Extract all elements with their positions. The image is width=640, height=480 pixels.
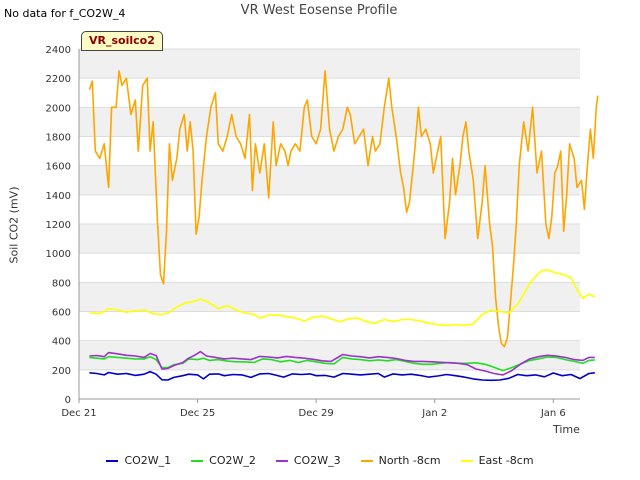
legend-swatch	[360, 459, 373, 462]
series-line-north-8cm	[88, 70, 599, 348]
x-tick-label: Dec 29	[299, 408, 334, 419]
x-tick-label: Jan 2	[421, 408, 447, 419]
y-tick-label: 1800	[46, 133, 71, 144]
legend-item[interactable]: East -8cm	[460, 454, 534, 467]
station-badge: VR_soilco2	[81, 31, 163, 51]
legend-item[interactable]: CO2W_3	[275, 454, 341, 467]
plot-area	[88, 70, 599, 382]
legend-label: North -8cm	[378, 454, 441, 467]
legend-label: CO2W_2	[209, 454, 256, 467]
chart-title: VR West Eosense Profile	[240, 3, 398, 18]
y-tick-label: 200	[52, 366, 71, 377]
axes	[78, 49, 580, 400]
series-line-co2w-2	[89, 355, 595, 372]
legend-item[interactable]: CO2W_2	[191, 454, 256, 467]
series-line-east-8cm	[89, 269, 596, 327]
legend-label: CO2W_1	[124, 454, 172, 467]
grid-band	[79, 165, 580, 195]
legend-swatch	[191, 459, 204, 462]
y-tick-label: 2400	[46, 45, 71, 56]
y-tick-label: 1600	[46, 162, 71, 173]
legend-label: CO2W_3	[293, 454, 341, 467]
legend-label: East -8cm	[478, 454, 534, 467]
no-data-note: No data for f_CO2W_4	[4, 7, 126, 20]
y-axis-ticks: 0 200 400 600 800 1000 1200 1400 1600 1800 2000 220…	[46, 45, 71, 406]
series-line-co2w-3	[89, 350, 595, 376]
grid-band	[79, 49, 580, 79]
grid-band	[79, 340, 580, 370]
y-tick-label: 1000	[46, 249, 71, 260]
y-tick-label: 2200	[46, 74, 71, 85]
x-axis-ticks: Dec 21 Dec 25 Dec 29 Jan 2 Jan 6	[61, 399, 566, 419]
legend-swatch	[106, 459, 119, 462]
y-axis-label: Soil CO2 (mV)	[7, 186, 21, 264]
y-tick-label: 1200	[46, 220, 71, 231]
legend: CO2W_1 CO2W_2 CO2W_3 North -8cm East -8cm	[0, 454, 640, 467]
legend-swatch	[275, 459, 288, 462]
legend-item[interactable]: North -8cm	[360, 454, 441, 467]
x-tick-label: Dec 21	[61, 408, 96, 419]
x-tick-label: Jan 6	[540, 408, 566, 419]
series-line-co2w-1	[89, 370, 595, 382]
x-axis-label: Time	[553, 423, 580, 436]
y-tick-label: 600	[52, 308, 71, 319]
y-tick-label: 0	[65, 395, 71, 406]
legend-swatch	[460, 459, 473, 462]
legend-item[interactable]: CO2W_1	[106, 454, 171, 467]
grid-band	[79, 282, 580, 312]
y-tick-label: 800	[52, 278, 71, 289]
y-tick-label: 400	[52, 337, 71, 348]
x-tick-label: Dec 25	[180, 408, 215, 419]
grid-band	[79, 224, 580, 254]
y-tick-label: 2000	[46, 103, 71, 114]
y-tick-label: 1400	[46, 191, 71, 202]
